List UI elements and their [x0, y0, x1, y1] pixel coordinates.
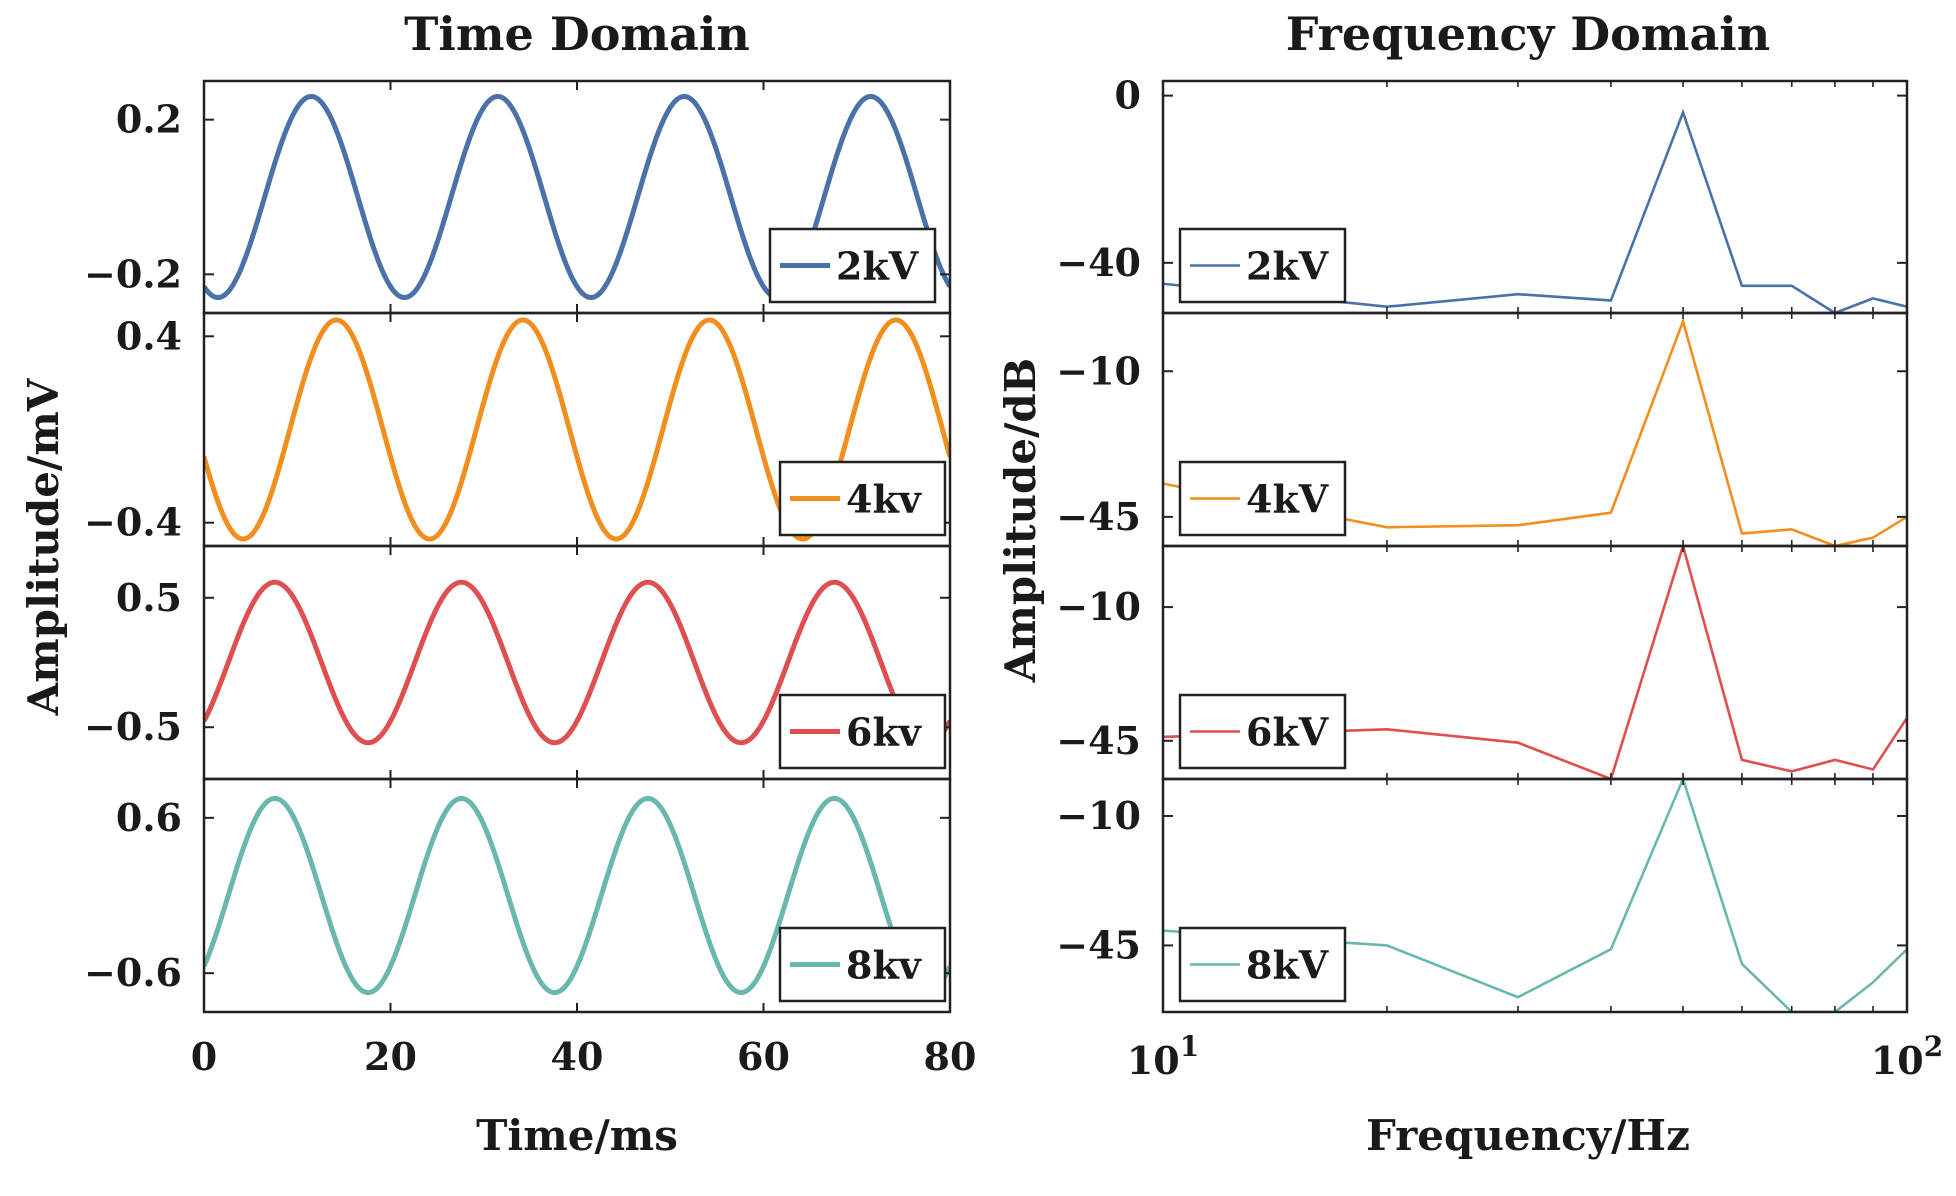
freq-panel-3-ytick-label: −45: [1056, 718, 1141, 763]
time-xtick-label: 20: [364, 1034, 417, 1079]
freq-panel-4-ytick-label: −45: [1056, 922, 1141, 967]
time-panel-1-ytick-label: 0.2: [116, 97, 182, 142]
time-ylabel: Amplitude/mV: [19, 377, 68, 716]
freq-panel-2-series-line: [1163, 317, 1907, 546]
freq-xtick-base: 10: [1127, 1038, 1180, 1083]
time-panel-1-series-line: [204, 93, 950, 301]
time-panel-4-ytick-label: 0.6: [116, 795, 182, 840]
freq-panel-2-legend-label: 4kV: [1246, 477, 1330, 522]
freq-xtick-label: 101: [1127, 1030, 1199, 1083]
freq-panel-1-ytick-label: 0: [1115, 73, 1141, 118]
frequency-xlabel: Frequency/Hz: [1366, 1111, 1690, 1160]
freq-xtick-exponent: 2: [1924, 1030, 1943, 1063]
freq-xtick-label: 102: [1871, 1030, 1943, 1083]
freq-panel-1-ytick-label: −40: [1056, 240, 1141, 285]
time-panel-1-legend-label: 2kV: [836, 244, 920, 289]
freq-xtick-base: 10: [1871, 1038, 1924, 1083]
time-panel-1-ytick-label: −0.2: [84, 251, 182, 296]
freq-panel-3-legend-label: 6kV: [1246, 710, 1330, 755]
freq-xtick-exponent: 1: [1180, 1030, 1199, 1063]
freq-panel-2-ytick-label: −45: [1056, 494, 1141, 539]
freq-panel-4-frame: [1161, 777, 1909, 1014]
time-panel-2-ytick-label: −0.4: [84, 500, 182, 545]
time-panel-3-ytick-label: 0.5: [116, 575, 182, 620]
freq-panel-4-legend-label: 8kV: [1246, 943, 1330, 988]
time-xtick-label: 0: [191, 1034, 217, 1079]
time-panel-2-ytick-label: 0.4: [116, 313, 182, 358]
time-panel-4-series-line: [204, 795, 950, 996]
freq-panel-4-ytick-label: −10: [1056, 793, 1141, 838]
time-xlabel: Time/ms: [476, 1111, 678, 1160]
time-panel-4-ytick-label: −0.6: [84, 950, 182, 995]
freq-panel-1-legend-label: 2kV: [1246, 244, 1330, 289]
time-panel-2-legend-label: 4kv: [846, 477, 923, 522]
time-domain-title: Time Domain: [404, 7, 750, 61]
time-xtick-label: 60: [737, 1034, 790, 1079]
time-panel-3-series-line: [204, 579, 950, 746]
frequency-domain-title: Frequency Domain: [1286, 7, 1770, 61]
freq-panel-1-series-line: [1163, 108, 1907, 313]
freq-panel-3-legend-box: [1178, 693, 1347, 770]
freq-panel-3-series-line: [1163, 546, 1907, 779]
time-panel-4-legend-label: 8kv: [846, 943, 923, 988]
time-xtick-label: 40: [551, 1034, 604, 1079]
freq-panel-4-series-line: [1163, 779, 1907, 1012]
freq-panel-3-ytick-label: −10: [1056, 584, 1141, 629]
time-xtick-label: 80: [924, 1034, 977, 1079]
time-panel-3-ytick-label: −0.5: [84, 704, 182, 749]
time-panel-3-legend-label: 6kv: [846, 710, 923, 755]
freq-panel-2-ytick-label: −10: [1056, 348, 1141, 393]
frequency-ylabel: Amplitude/dB: [996, 358, 1045, 684]
